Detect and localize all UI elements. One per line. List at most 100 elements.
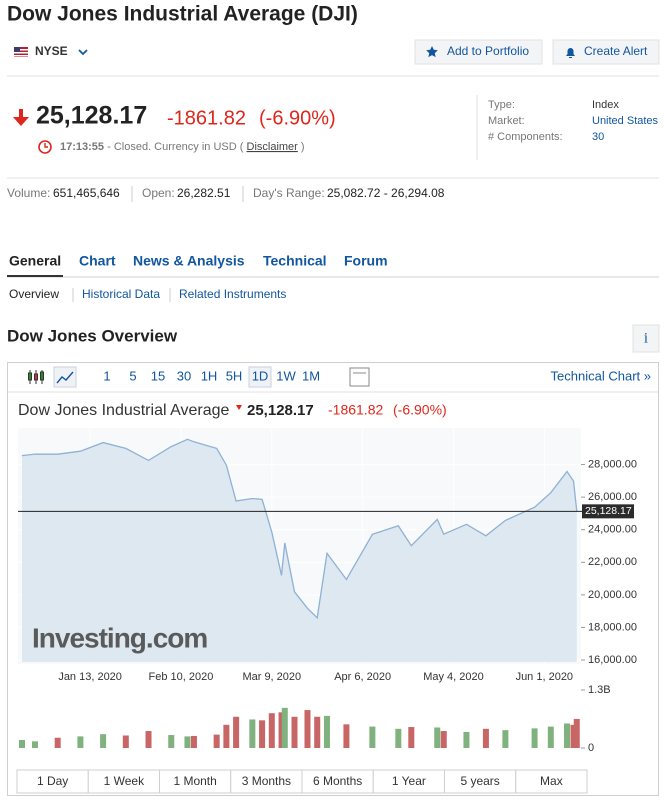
dropdown-caret[interactable] [78, 49, 88, 56]
status-end: ) [301, 141, 305, 153]
x-tick-label: Jun 1, 2020 [516, 671, 574, 683]
disclaimer-link[interactable]: Disclaimer [247, 141, 299, 153]
volume-bar [547, 726, 554, 748]
chart-price: 25,128.17 [247, 402, 314, 419]
stat-value: 651,465,646 [53, 186, 120, 200]
volume-bar [314, 716, 321, 748]
subtab[interactable]: Overview [9, 287, 59, 301]
info-value: Index [592, 99, 619, 111]
interval-selected [248, 366, 272, 388]
chart-title-text: Dow Jones Industrial Average [18, 402, 229, 419]
volume-bar [145, 731, 152, 748]
price-area [22, 439, 577, 662]
interval[interactable]: 30 [177, 368, 191, 383]
price-change-percent: (-6.90%) [259, 107, 336, 129]
volume-bar [573, 718, 580, 748]
volume-bar [213, 734, 220, 748]
line-icon-box[interactable] [53, 366, 77, 388]
volume-bar [369, 726, 376, 748]
y-tick-label: 18,000.00 [588, 621, 637, 633]
button-label[interactable]: Add to Portfolio [447, 44, 529, 58]
x-tick-label: Jan 13, 2020 [58, 671, 122, 683]
y-tick-label: 28,000.00 [588, 458, 637, 470]
info-value[interactable]: 30 [592, 131, 604, 143]
y-tick-label: 24,000.00 [588, 524, 637, 536]
volume-bar [482, 728, 489, 748]
price-line [21, 438, 578, 620]
volume-bar [323, 715, 330, 748]
volume-bar [395, 728, 402, 748]
range-label[interactable]: 1 Week [104, 774, 145, 788]
info-button[interactable] [632, 324, 660, 353]
volume-bar [531, 728, 538, 748]
clock-icon [38, 140, 52, 154]
portfolio-button[interactable] [414, 39, 543, 65]
stat-label: Day's Range: [253, 186, 325, 200]
chart-title: Dow Jones Industrial Average [18, 402, 229, 419]
bell-icon [566, 48, 575, 58]
volume-bar [31, 741, 38, 748]
range-label[interactable]: 6 Months [313, 774, 362, 788]
button-label[interactable]: Create Alert [584, 44, 648, 58]
x-tick-label: Feb 10, 2020 [149, 671, 214, 683]
exchange[interactable]: NYSE [35, 44, 68, 58]
tab[interactable]: Chart [79, 253, 116, 269]
tab[interactable]: General [9, 253, 61, 269]
tab[interactable]: News & Analysis [133, 253, 245, 269]
interval[interactable]: 1D [252, 368, 269, 383]
range-label[interactable]: 3 Months [242, 774, 291, 788]
status-line: 17:13:55 - Closed. Currency in USD ( Dis… [60, 141, 305, 153]
stat-value: 26,282.51 [177, 186, 231, 200]
range-label[interactable]: 5 years [460, 774, 499, 788]
range-label[interactable]: 1 Day [37, 774, 68, 788]
interval[interactable]: 5H [226, 368, 243, 383]
range-label[interactable]: 1 Month [173, 774, 216, 788]
y-tick-label: 20,000.00 [588, 589, 637, 601]
subtab[interactable]: Related Instruments [179, 287, 286, 301]
volume-bar [249, 719, 256, 748]
interval[interactable]: 15 [151, 368, 165, 383]
down-arrow [13, 109, 29, 126]
y-tick-label: 26,000.00 [588, 491, 637, 503]
volume-bar [190, 735, 197, 748]
info-icon[interactable]: i [644, 330, 648, 346]
interval[interactable]: 1 [103, 368, 110, 383]
volume-bar [304, 710, 311, 748]
last-price-tag [582, 504, 634, 519]
market-status: - Closed. Currency in USD ( [107, 141, 244, 153]
range-label[interactable]: 1 Year [392, 774, 426, 788]
tab[interactable]: Technical [263, 253, 327, 269]
section-title: Dow Jones Overview [7, 326, 178, 345]
chart-change: -1861.82 [328, 402, 383, 418]
volume-bar [343, 724, 350, 748]
tab[interactable]: Forum [344, 253, 388, 269]
y-tick-label: 16,000.00 [588, 654, 637, 666]
subtab[interactable]: Historical Data [82, 287, 160, 301]
stat-label: Volume: [7, 186, 50, 200]
volume-bar [291, 716, 298, 748]
range-button[interactable] [515, 769, 588, 794]
volume-tick-label: 1.3B [588, 684, 611, 696]
info-value[interactable]: United States [592, 115, 659, 127]
interval[interactable]: 5 [129, 368, 136, 383]
volume-bar [77, 736, 84, 748]
range-label[interactable]: Max [540, 774, 563, 788]
info-label: Type: [488, 99, 515, 111]
volume-tick-label: 0 [588, 742, 594, 754]
stat-label: Open: [142, 186, 175, 200]
layout-icon[interactable] [349, 367, 370, 387]
clock-hands [44, 143, 48, 148]
volume-bar [502, 730, 509, 748]
watermark: Investing.com [32, 622, 207, 653]
technical-chart-link[interactable]: Technical Chart » [551, 368, 651, 383]
candle-icon[interactable] [28, 370, 44, 384]
star-icon [426, 46, 438, 58]
volume-bar [278, 712, 285, 748]
volume-bar [54, 737, 61, 748]
interval[interactable]: 1M [302, 368, 320, 383]
interval[interactable]: 1H [201, 368, 218, 383]
volume-bar [184, 736, 191, 748]
interval[interactable]: 1W [276, 368, 296, 383]
